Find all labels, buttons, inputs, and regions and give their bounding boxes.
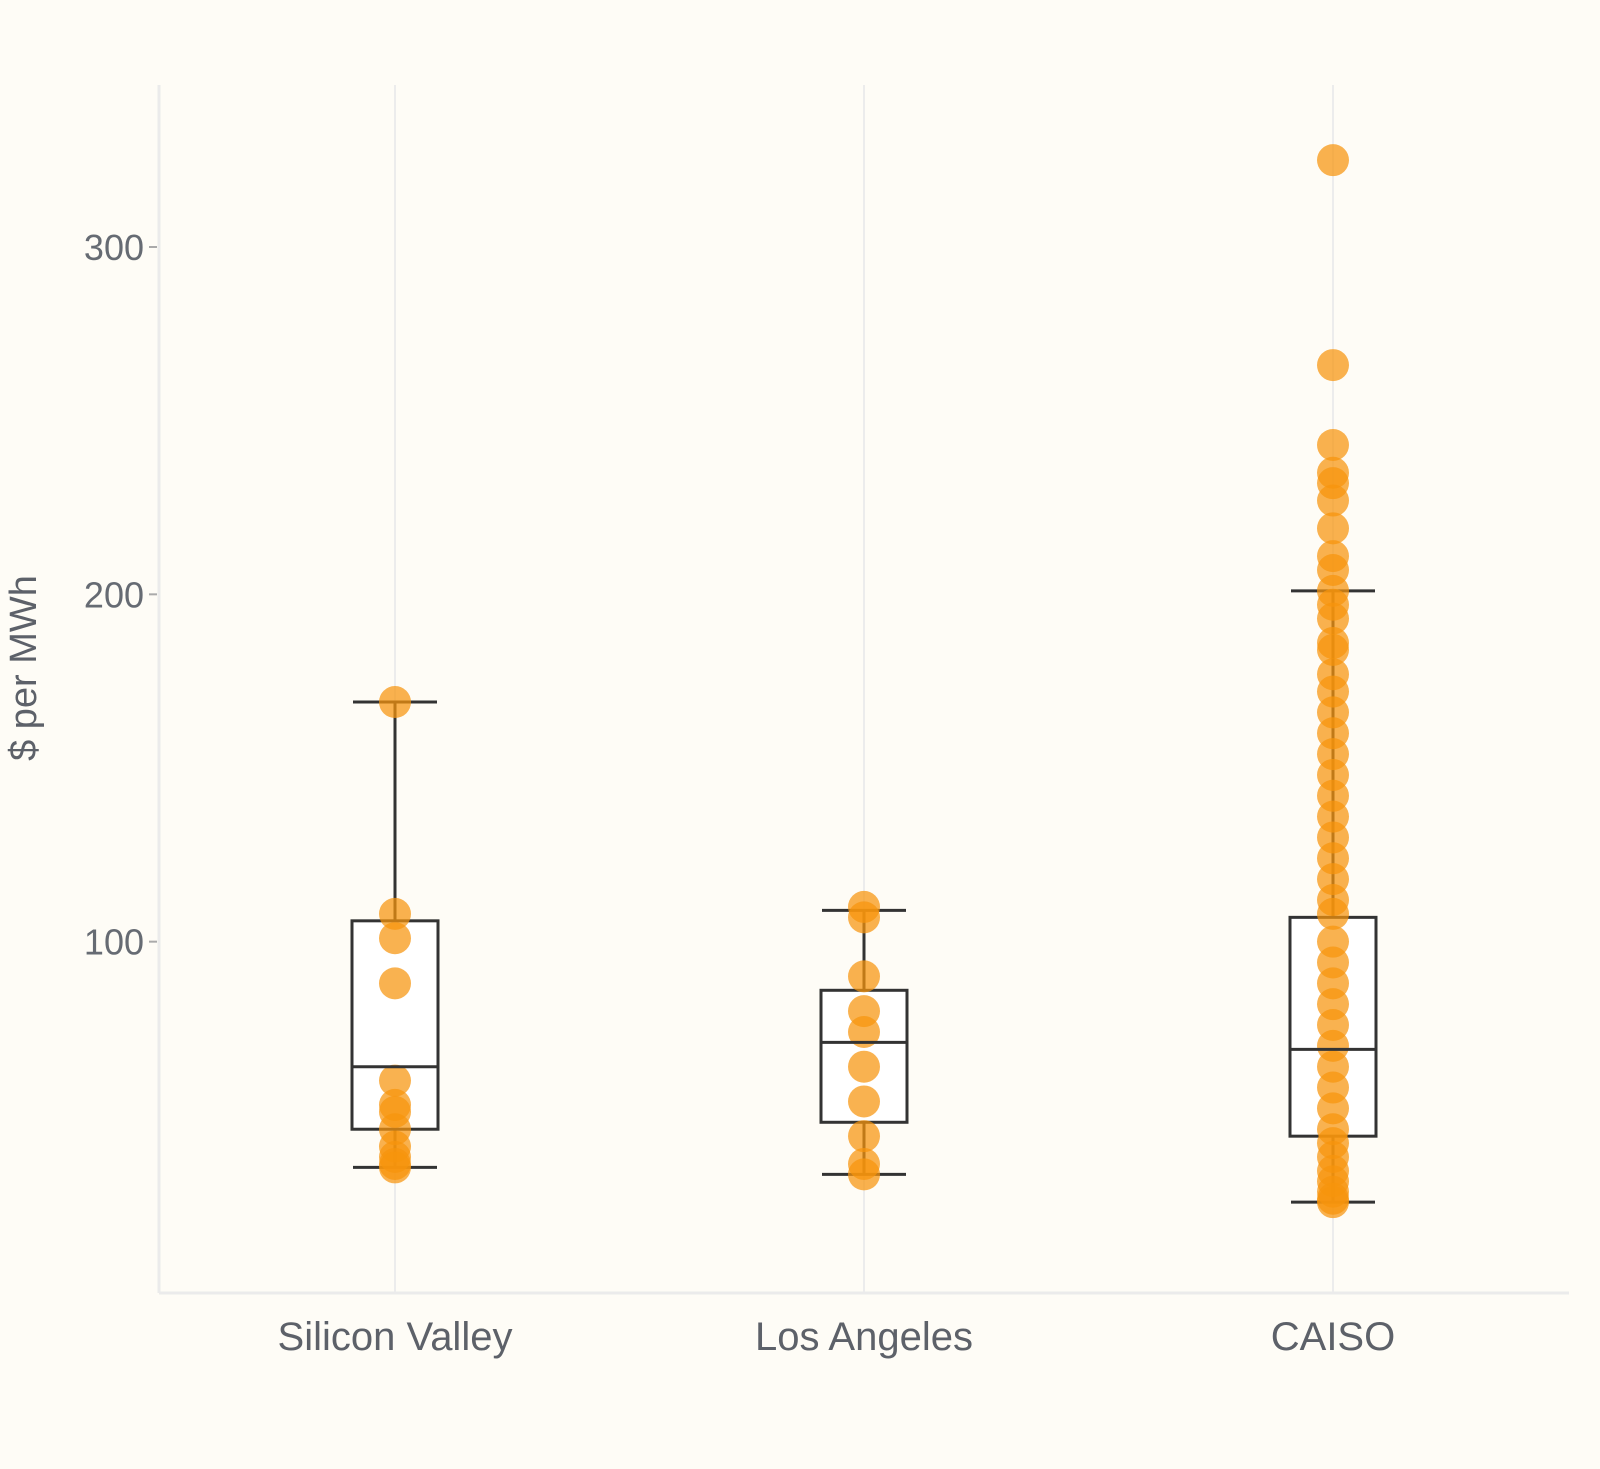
data-points (352, 144, 1376, 1219)
data-point (379, 897, 411, 930)
data-point (848, 1085, 880, 1118)
data-point (1317, 897, 1349, 930)
data-point (848, 1050, 880, 1083)
data-point (1317, 144, 1349, 177)
data-point (1317, 349, 1349, 382)
data-point (379, 922, 411, 955)
y-axis-title: $ per MWh (3, 575, 45, 761)
data-point (848, 901, 880, 934)
x-tick-label: Los Angeles (755, 1315, 973, 1359)
data-point (379, 967, 411, 1000)
y-tick-label: 200 (84, 574, 144, 615)
data-point (848, 1015, 880, 1048)
x-tick-label: Silicon Valley (278, 1315, 513, 1359)
data-point (1317, 1186, 1349, 1219)
data-point (1317, 428, 1349, 461)
data-point (1317, 633, 1349, 666)
axes (157, 85, 1569, 1295)
data-point (1317, 484, 1349, 517)
data-point (848, 960, 880, 993)
y-tick-label: 100 (84, 922, 144, 963)
data-point (848, 1120, 880, 1153)
x-tick-label: CAISO (1271, 1315, 1395, 1359)
data-point (848, 1158, 880, 1191)
data-point (1317, 602, 1349, 635)
data-point (379, 1064, 411, 1097)
tick-labels: 100 200 300 Silicon Valley Los Angeles CAISO (84, 227, 1395, 1359)
data-point (379, 1151, 411, 1184)
data-point (379, 686, 411, 719)
y-tick-label: 300 (84, 227, 144, 268)
data-point (1317, 512, 1349, 545)
